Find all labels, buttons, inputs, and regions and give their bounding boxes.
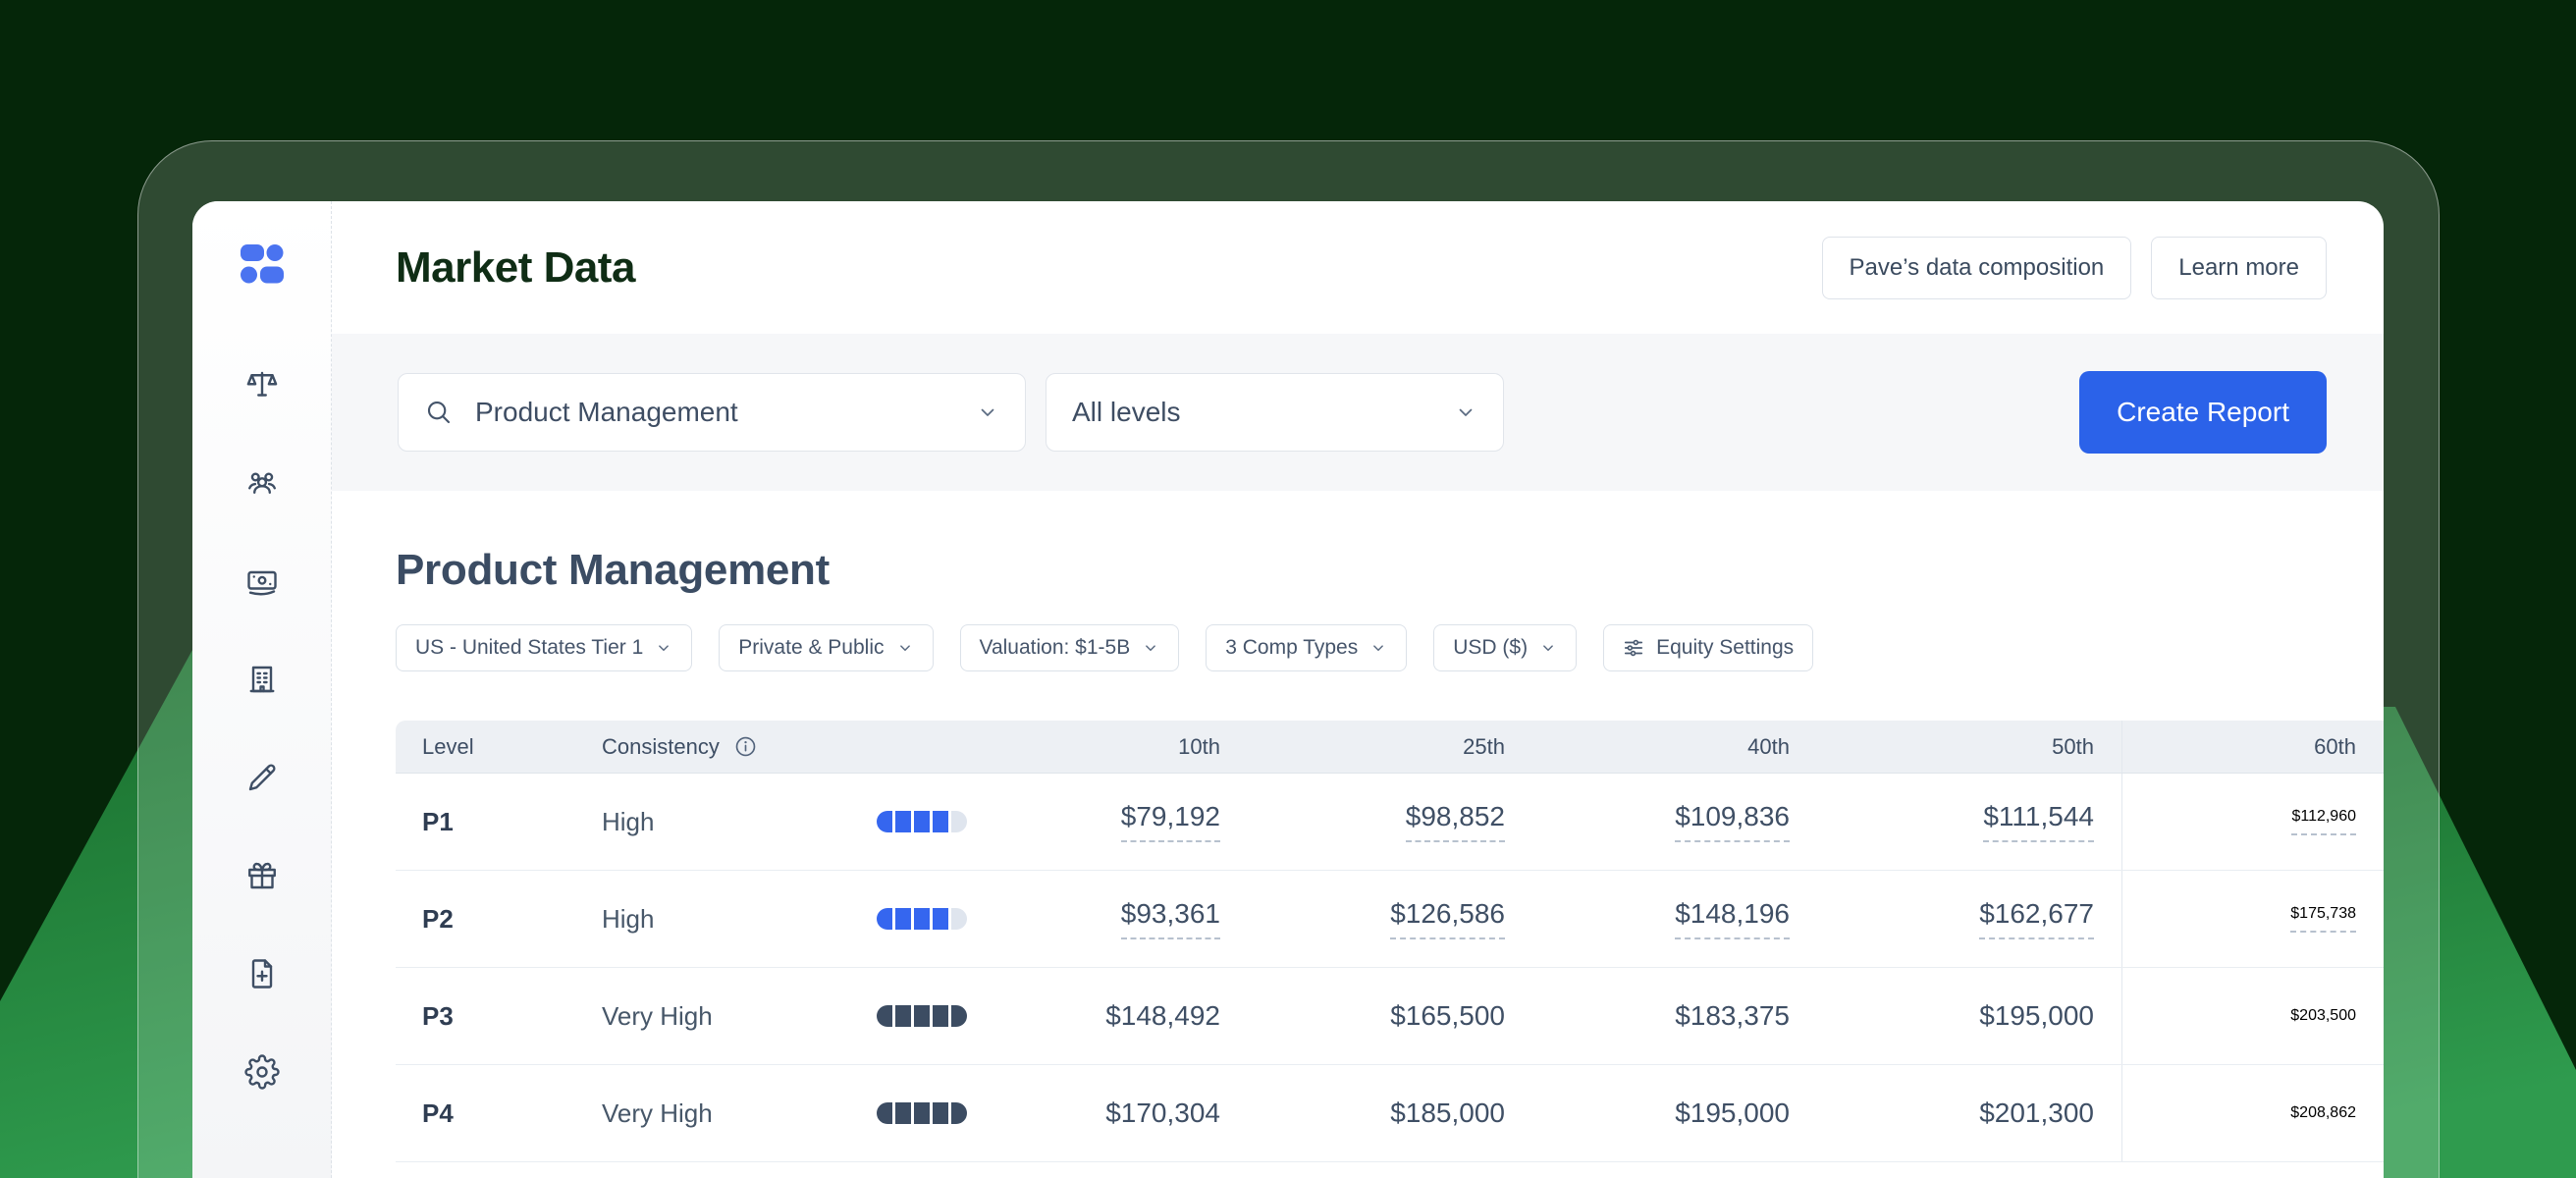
level-cell: P3 — [422, 1000, 454, 1031]
value-60th: $175,738 — [2121, 871, 2384, 967]
consistency-meter — [877, 811, 1105, 832]
titlebar: Market Data Pave’s data composition Lear… — [332, 201, 2384, 334]
search-toolbar: Product Management All levels Create Rep… — [332, 334, 2384, 491]
value-25th: $165,500 — [1390, 1000, 1505, 1031]
search-icon — [424, 398, 454, 427]
chip-label: Valuation: $1-5B — [979, 636, 1131, 659]
sliders-icon — [1623, 637, 1644, 659]
value-60th: $208,862 — [2121, 1065, 2384, 1161]
chip-label: USD ($) — [1453, 636, 1529, 659]
value-25th: $98,852 — [1248, 801, 1532, 842]
consistency-meter — [877, 908, 1105, 930]
chip-label: Private & Public — [738, 636, 885, 659]
value-40th: $195,000 — [1675, 1098, 1790, 1128]
chip-label: US - United States Tier 1 — [415, 636, 644, 659]
content: Product Management US - United States Ti… — [332, 491, 2384, 1178]
consistency-meter — [877, 1005, 1105, 1027]
table-row-p3: P3 Very High $148,492 $165,500 $183,375 … — [396, 968, 2384, 1065]
consistency-cell: High — [602, 903, 655, 934]
col-header-50th: 50th — [2052, 733, 2094, 759]
app-logo-icon[interactable] — [240, 244, 284, 289]
currency-filter-chip[interactable]: USD ($) — [1433, 624, 1578, 671]
value-50th: $201,300 — [1979, 1098, 2094, 1128]
col-header-10th: 10th — [1178, 733, 1220, 759]
value-10th: $148,492 — [1105, 1000, 1220, 1031]
value-25th: $126,586 — [1248, 898, 1532, 939]
chevron-down-icon — [976, 401, 999, 424]
level-filter-value: All levels — [1072, 397, 1181, 427]
gift-icon[interactable] — [244, 858, 280, 893]
chevron-down-icon — [1454, 401, 1477, 424]
value-40th: $148,196 — [1532, 898, 1817, 939]
col-header-level: Level — [422, 733, 474, 759]
banknote-icon[interactable] — [244, 563, 280, 599]
data-composition-button[interactable]: Pave’s data composition — [1821, 236, 2132, 299]
chip-label: Equity Settings — [1656, 636, 1795, 659]
consistency-meter — [877, 1102, 1105, 1124]
info-icon[interactable] — [733, 734, 758, 759]
col-header-consistency: Consistency — [602, 734, 1105, 760]
value-25th: $185,000 — [1390, 1098, 1505, 1128]
level-filter-select[interactable]: All levels — [1046, 373, 1504, 452]
create-report-button[interactable]: Create Report — [2079, 371, 2327, 454]
job-family-search-select[interactable]: Product Management — [398, 373, 1026, 452]
app-window: Market Data Pave’s data composition Lear… — [192, 201, 2384, 1178]
gear-icon[interactable] — [243, 1054, 280, 1090]
chip-label: 3 Comp Types — [1225, 636, 1359, 659]
value-10th: $93,361 — [1105, 898, 1248, 939]
market-data-table: Level Consistency 10th 25th 40th 50th 60… — [396, 721, 2384, 1162]
value-50th: $195,000 — [1979, 1000, 2094, 1031]
value-50th: $111,544 — [1817, 801, 2121, 842]
chevron-down-icon — [1142, 639, 1159, 657]
job-family-value: Product Management — [475, 397, 738, 427]
section-title: Product Management — [396, 546, 830, 594]
value-40th: $109,836 — [1532, 801, 1817, 842]
table-row-p2: P2 High $93,361 $126,586 $148,196 $162,6… — [396, 871, 2384, 968]
country-filter-chip[interactable]: US - United States Tier 1 — [396, 624, 693, 671]
table-header: Level Consistency 10th 25th 40th 50th 60… — [396, 721, 2384, 774]
learn-more-button[interactable]: Learn more — [2151, 236, 2327, 299]
sidebar — [192, 201, 332, 1178]
level-cell: P2 — [422, 903, 454, 934]
table-row-p4: P4 Very High $170,304 $185,000 $195,000 … — [396, 1065, 2384, 1162]
comp-types-filter-chip[interactable]: 3 Comp Types — [1206, 624, 1408, 671]
filter-chips: US - United States Tier 1 Private & Publ… — [396, 624, 2384, 671]
col-header-40th: 40th — [1747, 733, 1790, 759]
value-10th: $79,192 — [1105, 801, 1248, 842]
building-icon[interactable] — [244, 662, 280, 697]
value-60th: $203,500 — [2121, 968, 2384, 1064]
scales-icon[interactable] — [244, 367, 280, 402]
col-header-60th: 60th — [2121, 721, 2384, 773]
consistency-cell: Very High — [602, 1098, 713, 1128]
main-area: Market Data Pave’s data composition Lear… — [332, 201, 2384, 1178]
value-40th: $183,375 — [1675, 1000, 1790, 1031]
valuation-filter-chip[interactable]: Valuation: $1-5B — [959, 624, 1180, 671]
col-header-25th: 25th — [1463, 733, 1505, 759]
value-60th: $112,960 — [2121, 774, 2384, 870]
chevron-down-icon — [1539, 639, 1557, 657]
page-title: Market Data — [396, 242, 635, 292]
people-icon[interactable] — [244, 465, 280, 501]
company-type-filter-chip[interactable]: Private & Public — [719, 624, 934, 671]
equity-settings-chip[interactable]: Equity Settings — [1603, 624, 1814, 671]
value-10th: $170,304 — [1105, 1098, 1220, 1128]
value-50th: $162,677 — [1817, 898, 2121, 939]
consistency-cell: High — [602, 806, 655, 836]
level-cell: P4 — [422, 1098, 454, 1128]
consistency-cell: Very High — [602, 1000, 713, 1031]
chevron-down-icon — [896, 639, 914, 657]
table-row-p1: P1 High $79,192 $98,852 $109,836 $111,54… — [396, 774, 2384, 871]
chevron-down-icon — [655, 639, 672, 657]
pencil-icon[interactable] — [244, 760, 280, 795]
document-plus-icon[interactable] — [244, 956, 280, 991]
level-cell: P1 — [422, 806, 454, 836]
chevron-down-icon — [1369, 639, 1387, 657]
